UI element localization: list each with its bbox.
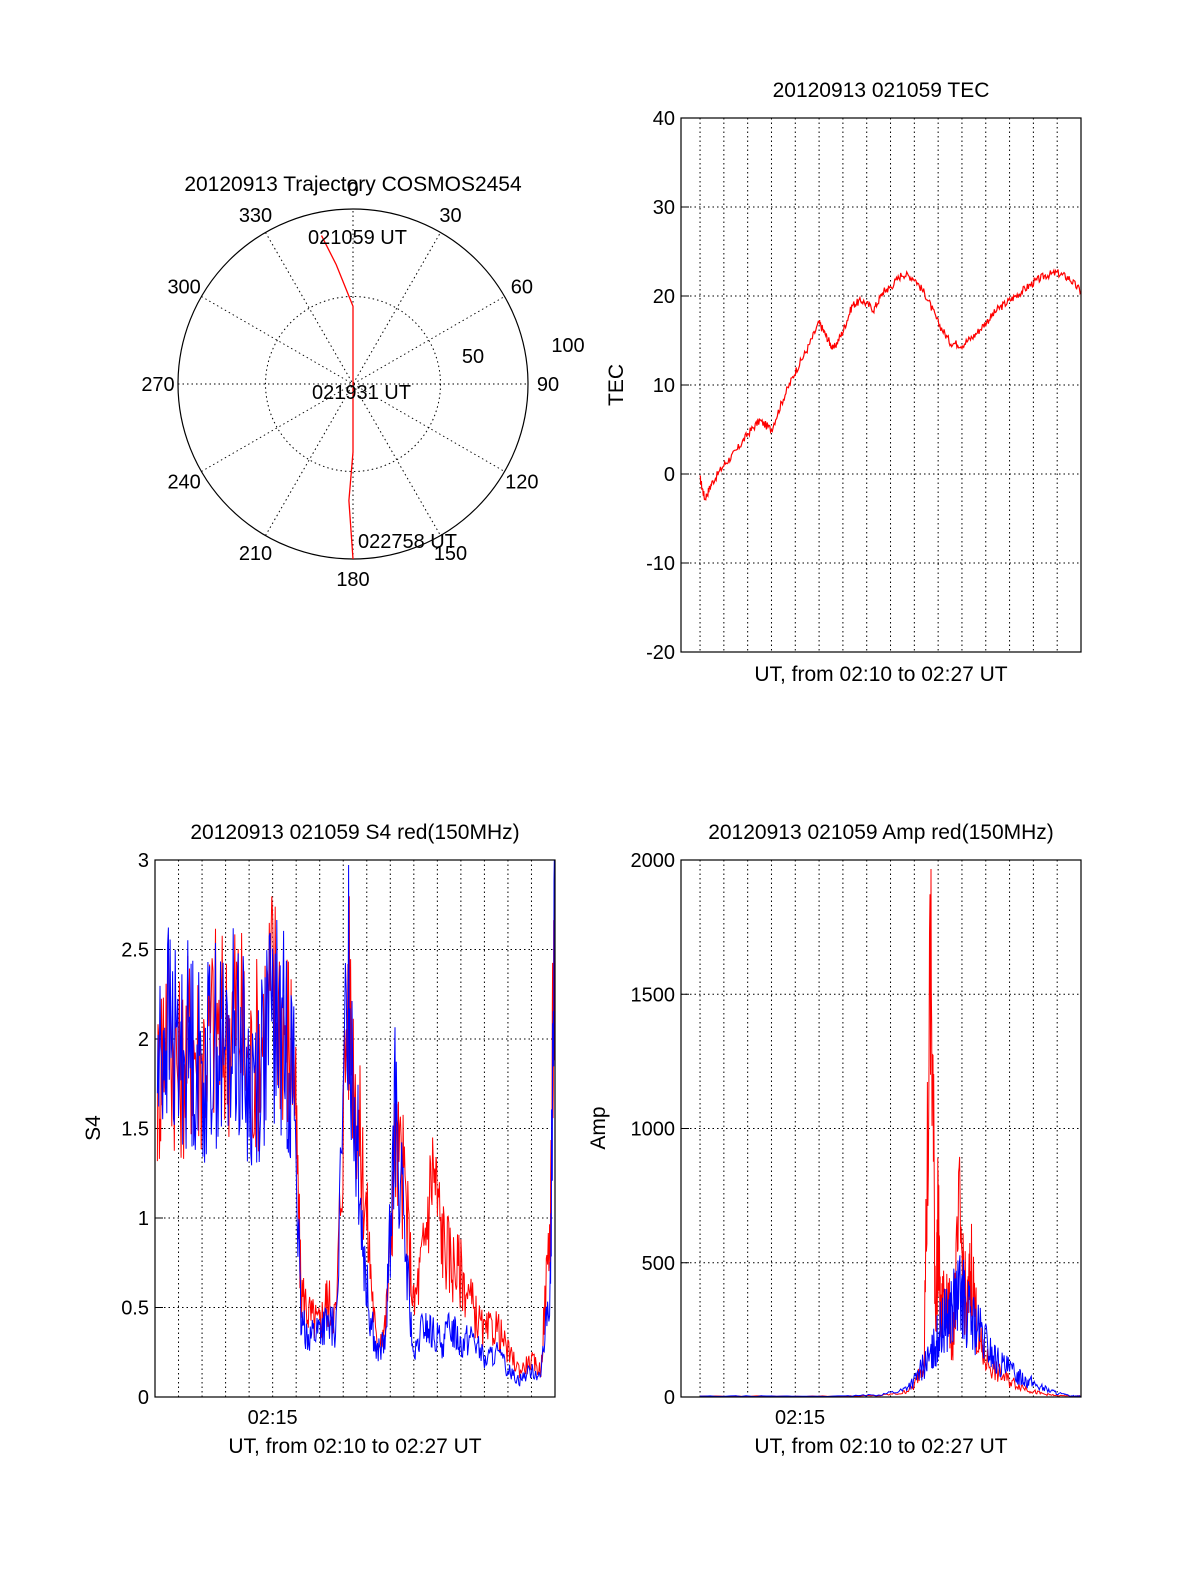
tec-grid	[681, 118, 1081, 652]
polar-trajectory-line	[320, 235, 354, 560]
s4-y-ticks: 0 0.5 1 1.5 2 2.5 3	[121, 850, 163, 1409]
polar-angle-label: 120	[505, 472, 538, 494]
tec-y-tick-label: 0	[664, 464, 675, 486]
tec-y-tick-label: 10	[653, 375, 675, 397]
s4-y-tick-label: 3	[138, 850, 149, 872]
polar-angle-label: 240	[167, 472, 200, 494]
polar-title: 20120913 Trajectory COSMOS2454	[184, 173, 522, 196]
tec-y-tick-label: 20	[653, 286, 675, 308]
amp-y-tick-label: 1500	[631, 984, 676, 1006]
amp-title: 20120913 021059 Amp red(150MHz)	[708, 821, 1054, 844]
s4-title: 20120913 021059 S4 red(150MHz)	[190, 821, 519, 844]
tec-x-axis-label: UT, from 02:10 to 02:27 UT	[754, 663, 1007, 686]
s4-y-tick-label: 0.5	[121, 1298, 149, 1320]
polar-radial-label-50: 50	[462, 346, 484, 368]
tec-y-axis-label: TEC	[605, 364, 628, 406]
s4-series	[156, 859, 556, 1387]
tec-series-line-red	[699, 268, 1082, 501]
polar-angle-labels: 0 30 60 90 120 150 180 210 240 270 300 330	[141, 179, 559, 591]
polar-angle-label: 300	[167, 277, 200, 299]
polar-radial-label-100: 100	[551, 335, 584, 357]
polar-angle-label: 210	[239, 543, 272, 565]
amp-x-tick-label: 02:15	[775, 1407, 825, 1429]
s4-x-axis-label: UT, from 02:10 to 02:27 UT	[228, 1435, 481, 1458]
amp-plot-frame	[680, 859, 1082, 1398]
polar-series-line-red	[320, 235, 354, 560]
s4-series-line-blue	[156, 859, 556, 1387]
s4-x-ticks: 02:15	[248, 1407, 298, 1429]
polar-angle-label: 270	[141, 374, 174, 396]
polar-angle-label: 150	[434, 543, 467, 565]
amp-y-tick-label: 2000	[631, 850, 676, 872]
polar-trajectory-panel: 20120913 Trajectory COSMOS2454 0 30 60 90 12…	[141, 173, 584, 591]
s4-y-tick-label: 1.5	[121, 1119, 149, 1141]
amp-y-tick-label: 1000	[631, 1119, 676, 1141]
polar-annotation-end: 022758 UT	[358, 531, 457, 553]
amp-panel: 20120913 021059 Amp red(150MHz) 0 500 1000…	[587, 821, 1082, 1458]
polar-angle-label: 180	[336, 569, 369, 591]
tec-title: 20120913 021059 TEC	[773, 79, 990, 102]
s4-panel: 20120913 021059 S4 red(150MHz) 0 0.5 1 1.5 2…	[82, 821, 556, 1458]
amp-y-tick-label: 0	[664, 1387, 675, 1409]
tec-y-tick-label: -20	[646, 642, 675, 664]
s4-plot-frame	[154, 859, 556, 1398]
amp-grid	[681, 860, 1081, 1397]
polar-annotation-mid: 021931 UT	[312, 382, 411, 404]
amp-y-axis-label: Amp	[587, 1106, 610, 1149]
amp-series-line-blue	[700, 1255, 1082, 1398]
tec-y-ticks: -20 -10 0 10 20 30 40	[646, 108, 689, 664]
polar-angle-label: 60	[511, 277, 533, 299]
tec-y-tick-label: 40	[653, 108, 675, 130]
polar-annotation-start: 021059 UT	[308, 227, 407, 249]
s4-y-tick-label: 2	[138, 1029, 149, 1051]
amp-y-ticks: 0 500 1000 1500 2000	[631, 850, 689, 1409]
amp-x-ticks: 02:15	[775, 1407, 825, 1429]
s4-series-line-red	[156, 894, 556, 1379]
s4-x-tick-label: 02:15	[248, 1407, 298, 1429]
s4-y-axis-label: S4	[82, 1115, 105, 1141]
amp-series	[699, 868, 1082, 1398]
amp-y-tick-label: 500	[642, 1253, 675, 1275]
amp-x-axis-label: UT, from 02:10 to 02:27 UT	[754, 1435, 1007, 1458]
tec-y-tick-label: -10	[646, 553, 675, 575]
s4-y-tick-label: 1	[138, 1208, 149, 1230]
polar-grid	[178, 209, 528, 559]
tec-y-tick-label: 30	[653, 197, 675, 219]
s4-grid	[155, 860, 555, 1397]
tec-series	[699, 268, 1082, 501]
s4-y-tick-label: 0	[138, 1387, 149, 1409]
polar-angle-label: 0	[347, 179, 358, 201]
polar-angle-label: 90	[537, 374, 559, 396]
tec-plot-frame	[680, 117, 1082, 653]
amp-series-line-red	[699, 868, 1082, 1398]
polar-angle-label: 30	[439, 205, 461, 227]
s4-y-tick-label: 2.5	[121, 940, 149, 962]
polar-angle-label: 330	[239, 205, 272, 227]
